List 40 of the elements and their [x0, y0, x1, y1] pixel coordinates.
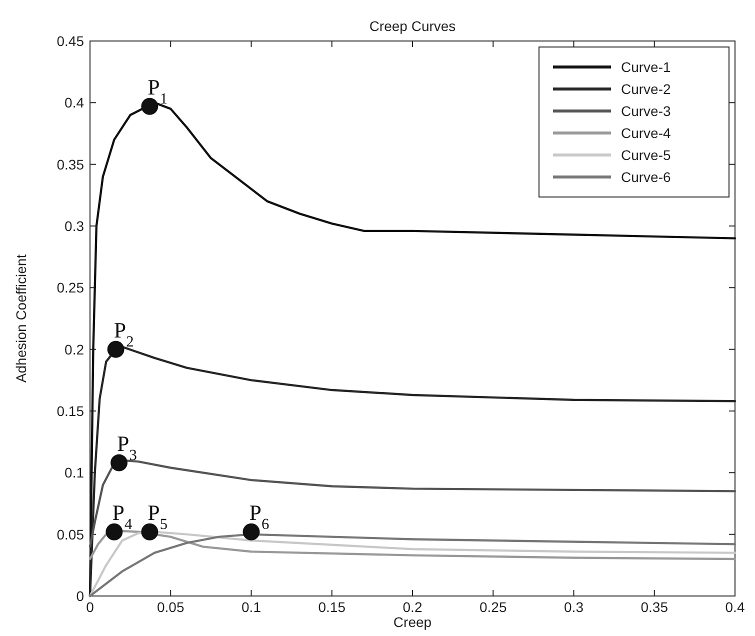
- y-tick-label: 0: [76, 588, 84, 604]
- x-tick-label: 0.1: [242, 599, 262, 615]
- y-tick-label: 0.1: [64, 464, 84, 481]
- legend-label: Curve-1: [621, 59, 672, 75]
- y-tick-label: 0.4: [64, 94, 84, 111]
- y-tick-label: 0.35: [56, 156, 84, 172]
- x-tick-label: 0.15: [318, 599, 346, 615]
- y-tick-label: 0.2: [64, 341, 84, 358]
- annotation: P$_{3}$: [117, 430, 138, 464]
- y-axis-title: Adhesion Coefficient: [13, 254, 29, 383]
- point: [242, 523, 260, 540]
- x-tick-label: 0.25: [480, 599, 507, 615]
- point: [110, 454, 128, 472]
- x-tick-label: 0.35: [640, 599, 668, 615]
- point: [107, 340, 124, 358]
- x-axis-title: Creep: [393, 614, 432, 630]
- x-tick-label: 0: [86, 599, 94, 615]
- point: [141, 523, 158, 540]
- y-tick-label: 0.45: [56, 33, 84, 49]
- x-tick-label: 0.3: [564, 599, 584, 615]
- y-tick-label: 0.3: [64, 218, 84, 234]
- annotation: P$_{2}$: [114, 317, 134, 350]
- legend-label: Curve-6: [621, 169, 672, 185]
- legend-label: Curve-4: [621, 125, 672, 141]
- x-tick-label: 0.2: [402, 599, 422, 615]
- y-tick-label: 0.15: [56, 403, 84, 419]
- annotation: P$_{4}$: [112, 500, 132, 532]
- legend-label: Curve-2: [621, 81, 672, 97]
- legend-label: Curve-5: [621, 147, 672, 163]
- x-tick-label: 0.05: [157, 599, 184, 615]
- x-tick-label: 0.4: [725, 599, 745, 615]
- annotation: P$_{1}$: [148, 74, 168, 107]
- chart-title: Creep Curves: [369, 18, 456, 34]
- annotation: P$_{6}$: [249, 500, 270, 532]
- annotation: P$_{5}$: [148, 500, 168, 532]
- y-tick-label: 0.25: [56, 280, 84, 296]
- point: [141, 98, 158, 115]
- y-tick-label: 0.05: [56, 526, 84, 542]
- point: [106, 523, 123, 540]
- legend-label: Curve-3: [621, 103, 672, 119]
